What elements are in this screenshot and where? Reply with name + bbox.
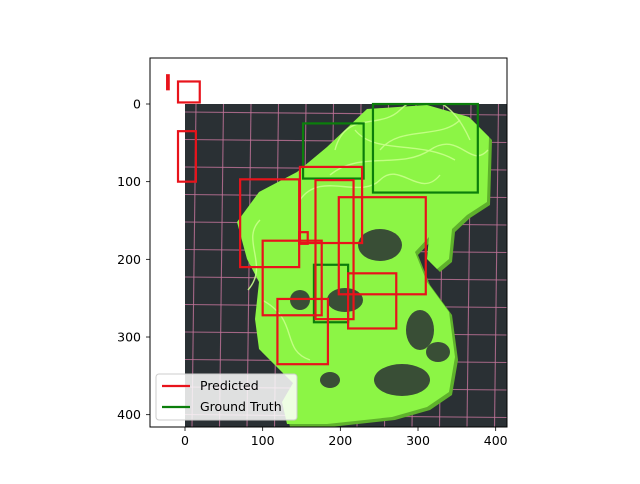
legend-ground-truth-label: Ground Truth [200,399,282,414]
y-axis-ticks: 0 100 200 300 400 [117,97,150,422]
filament-strand [354,129,456,161]
print-hole [406,310,434,350]
x-tick-label: 300 [406,433,430,448]
predicted-box [314,179,355,321]
legend-predicted-label: Predicted [200,378,259,393]
predicted-box [176,130,197,183]
y-tick-label: 0 [133,97,141,112]
filament-strand [329,143,489,176]
legend: Predicted Ground Truth [155,373,298,421]
print-hole [327,288,363,312]
predicted-box [166,74,170,91]
y-tick-label: 200 [117,252,141,267]
grid-line-vertical [218,104,225,427]
predicted-box [176,80,201,104]
x-tick-label: 100 [251,433,275,448]
filament-strand [379,119,461,151]
predicted-box [337,196,427,296]
x-axis-ticks: 0 100 200 300 400 [181,427,508,448]
y-tick-label: 100 [117,174,141,189]
print-hole [358,229,402,261]
x-tick-label: 400 [484,433,508,448]
x-tick-label: 0 [181,433,189,448]
filament-strand [247,219,261,291]
predicted-box [276,297,330,366]
axes-frame [149,57,508,428]
grid-line-vertical [246,104,252,427]
filament-strand [261,299,311,361]
photo-image [185,104,507,427]
y-tick-label: 300 [117,330,141,345]
ground-truth-box [371,102,479,194]
filament-strand [334,104,471,151]
print-hole [426,342,450,362]
predicted-box [347,272,398,330]
predicted-boxes [166,74,427,366]
grid-line-vertical [493,104,500,427]
predicted-box [298,165,364,245]
print-hole [374,364,430,396]
x-tick-label: 200 [328,433,352,448]
y-tick-label: 400 [117,407,141,422]
ground-truth-box [301,122,365,180]
print-hole [320,372,340,388]
filament-strand [299,173,441,201]
legend-frame [155,373,298,421]
predicted-box [261,239,323,317]
